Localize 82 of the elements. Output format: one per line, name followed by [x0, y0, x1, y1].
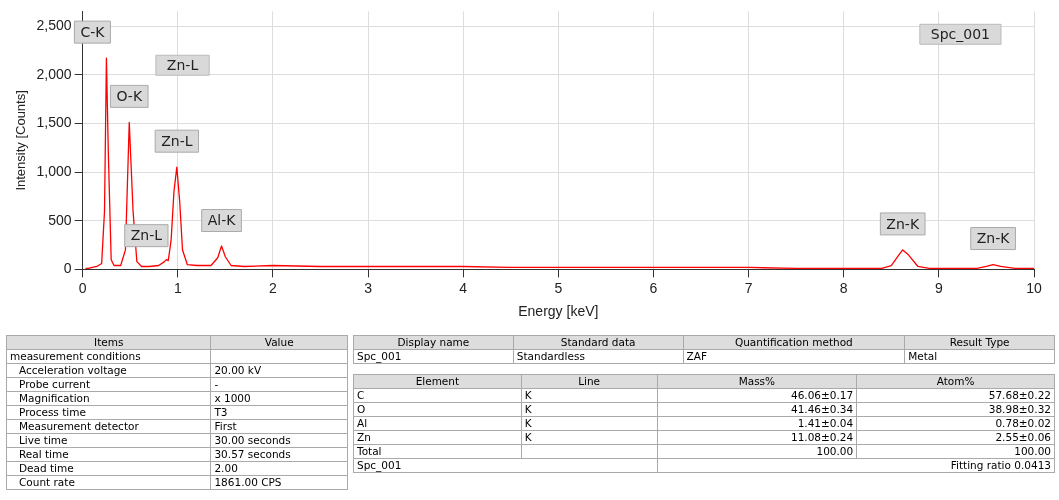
annotation: Spc_001: [930, 25, 991, 42]
text: Dead time: [6, 461, 211, 476]
x-tick-label: 5: [554, 279, 563, 296]
x-tick-label: 4: [459, 279, 468, 296]
annotation: O-K: [116, 88, 143, 105]
text: Total: [353, 444, 522, 459]
text: 2.55±0.06: [856, 430, 1055, 445]
annotation: Zn-L: [161, 132, 193, 149]
annotation: Zn-L: [166, 56, 199, 73]
text: O: [353, 402, 522, 417]
text: 41.46±0.34: [657, 402, 857, 417]
text: K: [521, 402, 658, 417]
text: Items: [6, 335, 211, 350]
y-tick-label: 1,500: [36, 114, 72, 131]
x-tick-label: 0: [78, 279, 87, 296]
text: 38.98±0.32: [856, 402, 1055, 417]
text: Mass%: [657, 374, 857, 389]
text: Spc_001: [353, 458, 658, 473]
text: Spc_001: [353, 349, 514, 364]
text: 1861.00 CPS: [210, 475, 348, 490]
text: measurement conditions: [6, 349, 211, 364]
text: K: [521, 430, 658, 445]
text: Real time: [6, 447, 211, 462]
x-tick-label: 1: [173, 279, 182, 296]
x-tick-label: 3: [364, 279, 373, 296]
text: K: [521, 388, 658, 403]
x-axis-title: Energy [keV]: [518, 303, 599, 320]
annotation: Zn-K: [976, 230, 1011, 247]
text: Al: [353, 416, 522, 431]
text: K: [521, 416, 658, 431]
text: 100.00: [856, 444, 1055, 459]
x-tick-label: 6: [649, 279, 658, 296]
text: Probe current: [6, 377, 211, 392]
y-tick-label: 2,500: [36, 16, 72, 33]
text: 20.00 kV: [210, 363, 348, 378]
annotation: Zn-L: [130, 227, 163, 244]
y-tick-label: 0: [63, 260, 72, 277]
text: 0.78±0.02: [856, 416, 1055, 431]
text: 2.00: [210, 461, 348, 476]
text: Standardless: [513, 349, 683, 364]
text: Zn: [353, 430, 522, 445]
text: 30.00 seconds: [210, 433, 348, 448]
text: Metal: [904, 349, 1055, 364]
y-tick-label: 500: [48, 211, 72, 228]
annotation: C-K: [80, 23, 106, 40]
text: Magnification: [6, 391, 211, 406]
text: Value: [210, 335, 348, 350]
text: Live time: [6, 433, 211, 448]
text: Element: [353, 374, 522, 389]
text: 100.00: [657, 444, 857, 459]
text: Acceleration voltage: [6, 363, 211, 378]
text: C: [353, 388, 522, 403]
text: -: [210, 377, 348, 392]
y-axis-title: Intensity [Counts]: [13, 90, 29, 191]
text: 57.68±0.22: [856, 388, 1055, 403]
text: Line: [521, 374, 658, 389]
x-tick-label: 2: [269, 279, 278, 296]
text: 30.57 seconds: [210, 447, 348, 462]
x-tick-label: 8: [839, 279, 848, 296]
text: Count rate: [6, 475, 211, 490]
text: Display name: [353, 335, 514, 350]
text: 11.08±0.24: [657, 430, 857, 445]
text: Fitting ratio 0.0413: [657, 458, 1055, 473]
text: x 1000: [210, 391, 348, 406]
text: Quantification method: [683, 335, 905, 350]
text: Standard data: [513, 335, 683, 350]
text: 46.06±0.17: [657, 388, 857, 403]
y-tick-label: 2,000: [36, 65, 72, 82]
annotation: Zn-K: [886, 215, 920, 232]
text: ZAF: [683, 349, 905, 364]
annotation: Al-K: [207, 212, 237, 229]
y-tick-label: 1,000: [36, 162, 72, 179]
x-tick-label: 9: [934, 279, 943, 296]
text: First: [210, 419, 348, 434]
text: Result Type: [904, 335, 1055, 350]
text: Process time: [6, 405, 211, 420]
x-tick-label: 10: [1026, 279, 1042, 296]
text: Atom%: [856, 374, 1055, 389]
text: Measurement detector: [6, 419, 211, 434]
text: 1.41±0.04: [657, 416, 857, 431]
text: T3: [210, 405, 348, 420]
x-tick-label: 7: [744, 279, 753, 296]
